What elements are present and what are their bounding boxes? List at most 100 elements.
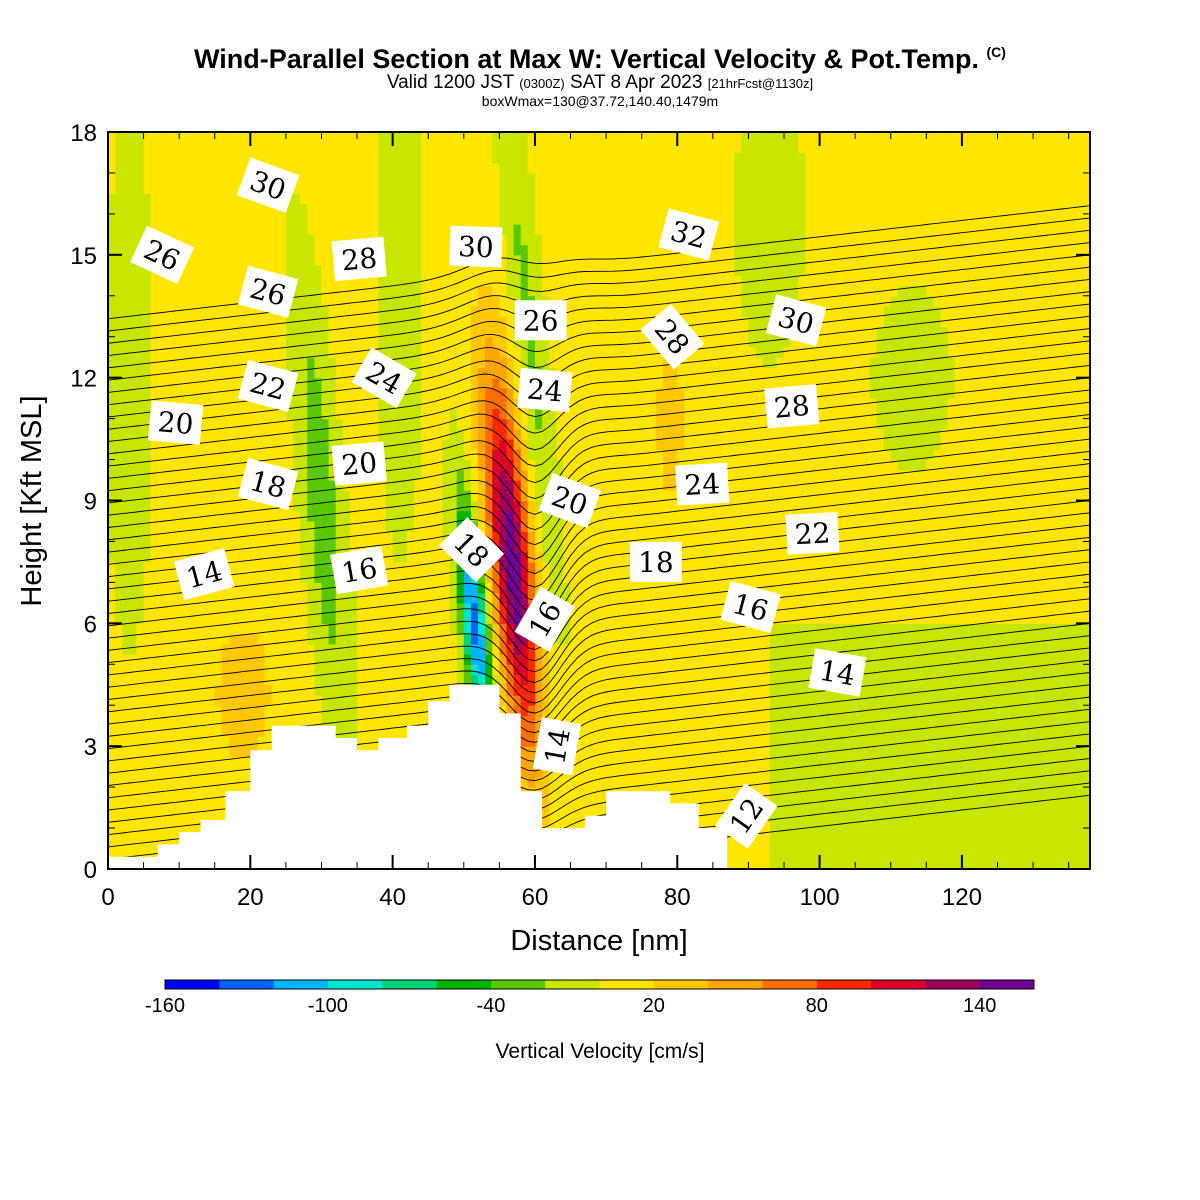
field-cell <box>193 142 202 153</box>
field-cell <box>335 521 344 532</box>
field-cell <box>414 561 422 573</box>
field-cell <box>470 387 479 399</box>
field-cell <box>506 326 515 338</box>
field-cell <box>207 203 216 215</box>
field-cell <box>456 326 465 338</box>
field-cell <box>108 695 116 706</box>
field-cell <box>293 398 301 409</box>
field-cell <box>207 152 216 164</box>
field-cell <box>207 367 216 379</box>
field-cell <box>478 336 486 348</box>
field-cell <box>449 428 458 440</box>
field-cell <box>136 203 145 215</box>
field-cell <box>428 674 436 686</box>
field-cell <box>563 357 572 368</box>
field-cell <box>264 674 273 686</box>
field-cell <box>243 654 251 665</box>
field-cell <box>506 408 515 420</box>
field-cell <box>264 254 273 266</box>
field-cell <box>563 695 572 706</box>
field-cell <box>108 285 116 297</box>
field-cell <box>229 664 237 676</box>
field-cell <box>143 132 152 143</box>
field-cell <box>157 807 166 819</box>
field-cell <box>214 275 223 287</box>
field-cell <box>499 183 508 194</box>
field-cell <box>328 142 337 153</box>
field-cell <box>357 623 365 635</box>
field-cell <box>307 152 315 164</box>
field-cell <box>542 459 550 471</box>
field-cell <box>421 654 429 665</box>
field-cell <box>271 643 280 655</box>
field-cell <box>499 684 508 696</box>
field-cell <box>485 674 493 686</box>
field-cell <box>200 592 209 604</box>
field-cell <box>307 592 315 604</box>
field-cell <box>584 254 593 266</box>
field-cell <box>321 244 330 256</box>
field-cell <box>143 295 152 307</box>
field-cell <box>193 377 202 389</box>
field-cell <box>293 521 301 532</box>
field-cell <box>307 643 315 655</box>
field-cell <box>470 428 479 440</box>
field-cell <box>392 674 401 686</box>
field-cell <box>285 254 294 266</box>
field-cell <box>456 357 465 368</box>
field-cell <box>549 336 557 348</box>
field-cell <box>108 561 116 573</box>
field-cell <box>236 152 244 164</box>
field-cell <box>591 326 600 338</box>
field-cell <box>378 295 387 307</box>
field-cell <box>264 695 273 706</box>
field-cell <box>328 316 337 328</box>
field-cell <box>485 459 493 471</box>
field-cell <box>150 654 159 665</box>
field-cell <box>278 623 287 635</box>
field-cell <box>364 735 372 747</box>
field-cell <box>307 306 315 317</box>
field-cell <box>129 510 137 522</box>
field-cell <box>122 766 130 778</box>
field-cell <box>250 715 258 727</box>
field-cell <box>577 398 586 409</box>
field-cell <box>193 521 202 532</box>
field-cell <box>584 244 593 256</box>
field-cell <box>478 316 486 328</box>
field-cell <box>328 306 337 317</box>
field-cell <box>492 387 500 399</box>
field-cell <box>179 357 187 368</box>
field-cell <box>214 459 223 471</box>
field-cell <box>129 572 137 583</box>
field-cell <box>221 602 230 614</box>
field-cell <box>392 439 401 450</box>
field-cell <box>207 172 216 184</box>
field-cell <box>591 172 600 184</box>
field-cell <box>278 244 287 256</box>
field-cell <box>321 213 330 225</box>
field-cell <box>257 347 266 358</box>
field-cell <box>293 551 301 563</box>
field-cell <box>271 695 280 706</box>
field-cell <box>456 500 465 512</box>
field-cell <box>129 746 137 757</box>
field-cell <box>513 183 522 194</box>
field-cell <box>535 265 543 276</box>
field-cell <box>335 531 344 542</box>
field-cell <box>278 439 287 450</box>
field-cell <box>399 213 408 225</box>
field-cell <box>186 756 194 768</box>
field-cell <box>520 244 529 256</box>
field-cell <box>221 674 230 686</box>
field-cell <box>535 203 543 215</box>
field-cell <box>506 510 515 522</box>
field-cell <box>357 203 365 215</box>
field-cell <box>115 347 123 358</box>
field-cell <box>478 132 486 143</box>
field-cell <box>414 469 422 481</box>
field-cell <box>186 725 194 737</box>
field-cell <box>378 664 387 676</box>
field-cell <box>520 285 529 297</box>
field-cell <box>385 582 394 594</box>
